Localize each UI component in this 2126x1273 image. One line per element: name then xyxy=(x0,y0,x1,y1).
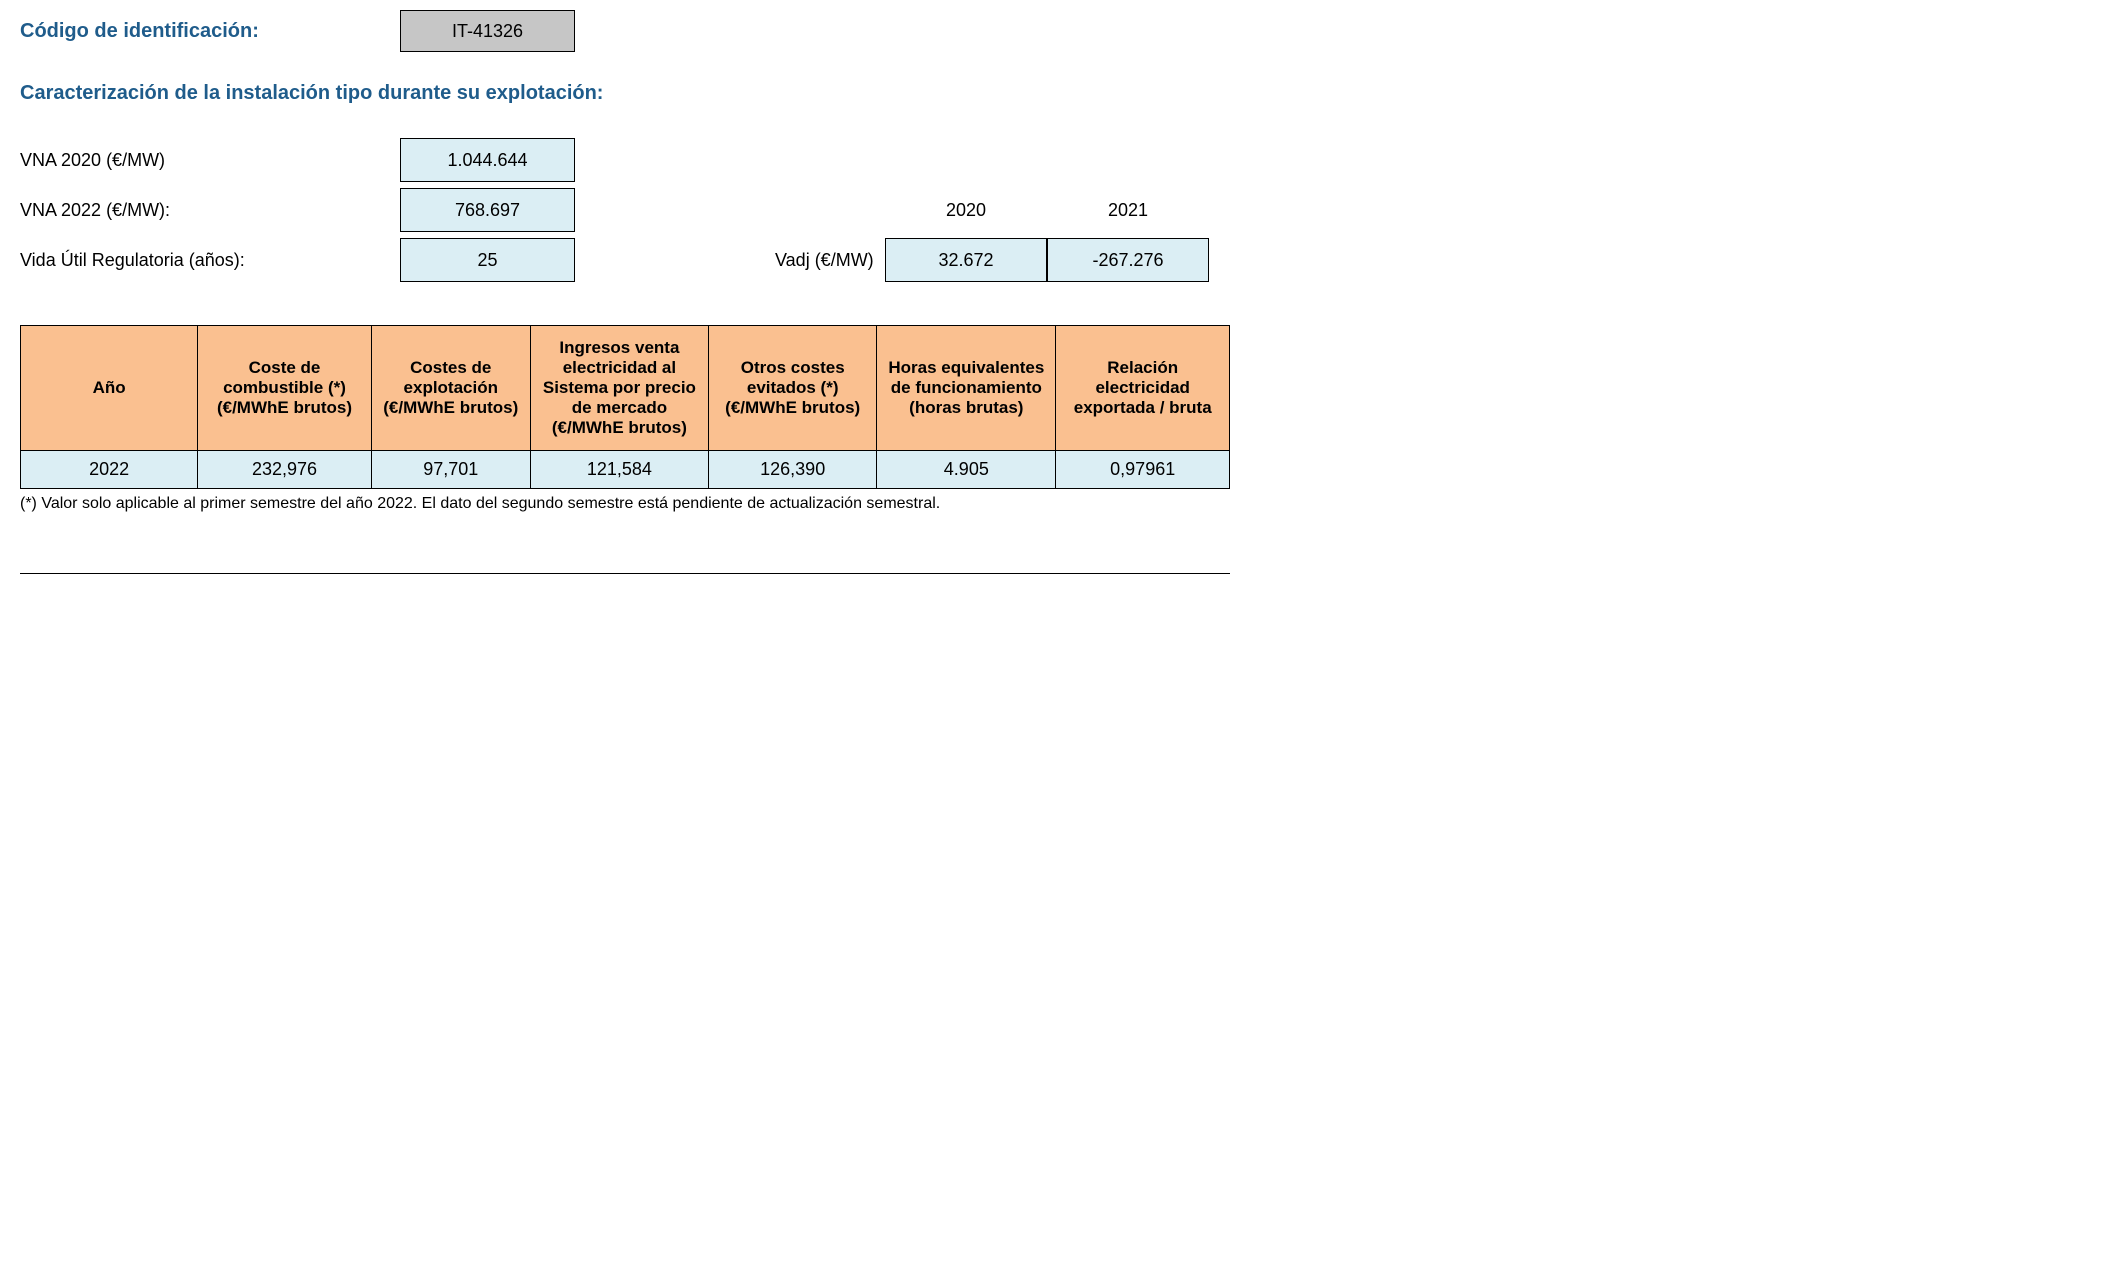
vna-label: Vida Útil Regulatoria (años): xyxy=(20,250,400,271)
table-cell: 121,584 xyxy=(530,451,708,489)
vna-row: VNA 2020 (€/MW) 1.044.644 xyxy=(20,135,575,185)
id-value: IT-41326 xyxy=(452,21,523,42)
table-header-row: Año Coste de combustible (*) (€/MWhE bru… xyxy=(21,326,1230,451)
table-cell: 97,701 xyxy=(371,451,530,489)
table-header: Año xyxy=(21,326,198,451)
vna-label: VNA 2022 (€/MW): xyxy=(20,200,400,221)
table-row: 2022 232,976 97,701 121,584 126,390 4.90… xyxy=(21,451,1230,489)
table-cell: 126,390 xyxy=(709,451,877,489)
table-cell: 0,97961 xyxy=(1056,451,1230,489)
vadj-value-row: Vadj (€/MW) 32.672 -267.276 xyxy=(775,235,1209,285)
vna-value: 25 xyxy=(477,250,497,271)
table-header: Coste de combustible (*) (€/MWhE brutos) xyxy=(198,326,372,451)
vadj-value-box: -267.276 xyxy=(1047,238,1209,282)
vadj-value: -267.276 xyxy=(1092,250,1163,271)
id-value-box: IT-41326 xyxy=(400,10,575,52)
vna-row: Vida Útil Regulatoria (años): 25 xyxy=(20,235,575,285)
vadj-year: 2020 xyxy=(885,200,1047,221)
id-label: Código de identificación: xyxy=(20,20,400,43)
vna-label: VNA 2020 (€/MW) xyxy=(20,150,400,171)
vadj-boxes: 32.672 -267.276 xyxy=(885,238,1209,282)
vadj-label: Vadj (€/MW) xyxy=(775,250,875,271)
params-block: VNA 2020 (€/MW) 1.044.644 VNA 2022 (€/MW… xyxy=(20,135,2106,285)
table-cell: 2022 xyxy=(21,451,198,489)
table-header: Costes de explotación (€/MWhE brutos) xyxy=(371,326,530,451)
vna-value: 768.697 xyxy=(455,200,520,221)
operation-table: Año Coste de combustible (*) (€/MWhE bru… xyxy=(20,325,1230,489)
vna-value-box: 768.697 xyxy=(400,188,575,232)
vna-value-box: 25 xyxy=(400,238,575,282)
vadj-year-row: 2020 2021 xyxy=(775,185,1209,235)
table-header: Horas equivalentes de funcionamiento (ho… xyxy=(877,326,1056,451)
table-cell: 232,976 xyxy=(198,451,372,489)
vna-group: VNA 2020 (€/MW) 1.044.644 VNA 2022 (€/MW… xyxy=(20,135,575,285)
table-header: Relación electricidad exportada / bruta xyxy=(1056,326,1230,451)
footnote: (*) Valor solo aplicable al primer semes… xyxy=(20,495,2106,513)
vna-value: 1.044.644 xyxy=(447,150,527,171)
vadj-value: 32.672 xyxy=(938,250,993,271)
vna-row: VNA 2022 (€/MW): 768.697 xyxy=(20,185,575,235)
id-row: Código de identificación: IT-41326 xyxy=(20,10,2106,52)
vna-value-box: 1.044.644 xyxy=(400,138,575,182)
table-cell: 4.905 xyxy=(877,451,1056,489)
section-title: Caracterización de la instalación tipo d… xyxy=(20,82,2106,105)
table-header: Otros costes evitados (*) (€/MWhE brutos… xyxy=(709,326,877,451)
table-header: Ingresos venta electricidad al Sistema p… xyxy=(530,326,708,451)
vadj-year: 2021 xyxy=(1047,200,1209,221)
vadj-value-box: 32.672 xyxy=(885,238,1047,282)
vadj-block: 2020 2021 Vadj (€/MW) 32.672 -267.276 xyxy=(775,135,1209,285)
divider xyxy=(20,573,1230,574)
